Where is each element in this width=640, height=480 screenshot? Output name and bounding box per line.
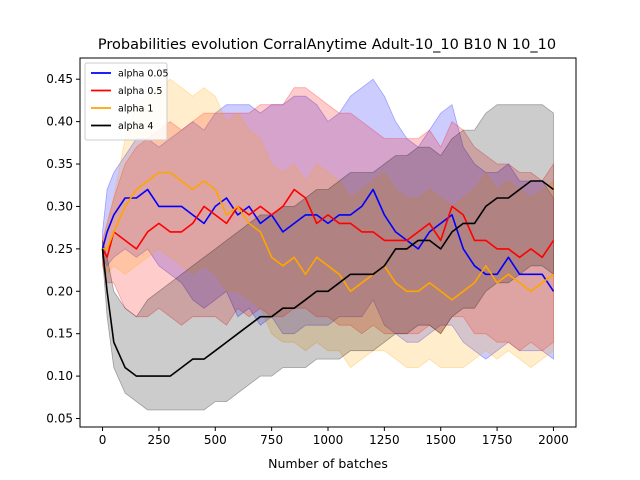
y-axis: 0.05 0.10 0.15 0.20 0.25 0.30 0.35 0.40 0.45 bbox=[46, 72, 80, 426]
x-tick-label-1000: 1000 bbox=[313, 433, 344, 447]
confidence-bands bbox=[102, 78, 554, 411]
y-tick-label-8: 0.45 bbox=[46, 72, 73, 86]
legend-label-2: alpha 1 bbox=[118, 104, 153, 115]
x-tick-label-750: 750 bbox=[260, 433, 283, 447]
y-tick-label-6: 0.35 bbox=[46, 157, 73, 171]
chart-title: Probabilities evolution CorralAnytime Ad… bbox=[98, 37, 556, 53]
line-series-1 bbox=[101, 188, 555, 259]
legend-label-0: alpha 0.05 bbox=[118, 69, 169, 80]
legend-box bbox=[84, 62, 168, 141]
band-series-0 bbox=[102, 78, 554, 360]
band-series-1 bbox=[102, 87, 554, 352]
line-series-2 bbox=[102, 171, 554, 301]
y-tick-label-2: 0.15 bbox=[46, 327, 73, 341]
y-tick-label-7: 0.40 bbox=[46, 115, 73, 129]
x-tick-label-1500: 1500 bbox=[425, 433, 456, 447]
line-series-3 bbox=[101, 180, 554, 377]
y-tick-label-5: 0.30 bbox=[46, 199, 73, 213]
x-tick-label-250: 250 bbox=[147, 433, 170, 447]
legend-label-3: alpha 4 bbox=[118, 121, 153, 132]
x-axis: 0 250 500 750 1000 1250 1500 1750 2000 bbox=[99, 427, 569, 447]
x-tick-label-0: 0 bbox=[99, 433, 107, 447]
y-tick-label-3: 0.20 bbox=[46, 284, 73, 298]
y-tick-label-0: 0.05 bbox=[46, 412, 73, 426]
x-axis-label: Number of batches bbox=[268, 456, 388, 471]
legend-label-1: alpha 0.5 bbox=[118, 86, 162, 97]
y-tick-label-4: 0.25 bbox=[46, 242, 73, 256]
x-tick-label-1750: 1750 bbox=[482, 433, 513, 447]
series-lines bbox=[101, 171, 555, 377]
x-tick-label-1250: 1250 bbox=[369, 433, 400, 447]
legend: alpha 0.05 alpha 0.5 alpha 1 alpha 4 bbox=[84, 62, 169, 141]
x-tick-label-500: 500 bbox=[204, 433, 227, 447]
x-tick-label-2000: 2000 bbox=[538, 433, 569, 447]
y-tick-label-1: 0.10 bbox=[46, 369, 73, 383]
